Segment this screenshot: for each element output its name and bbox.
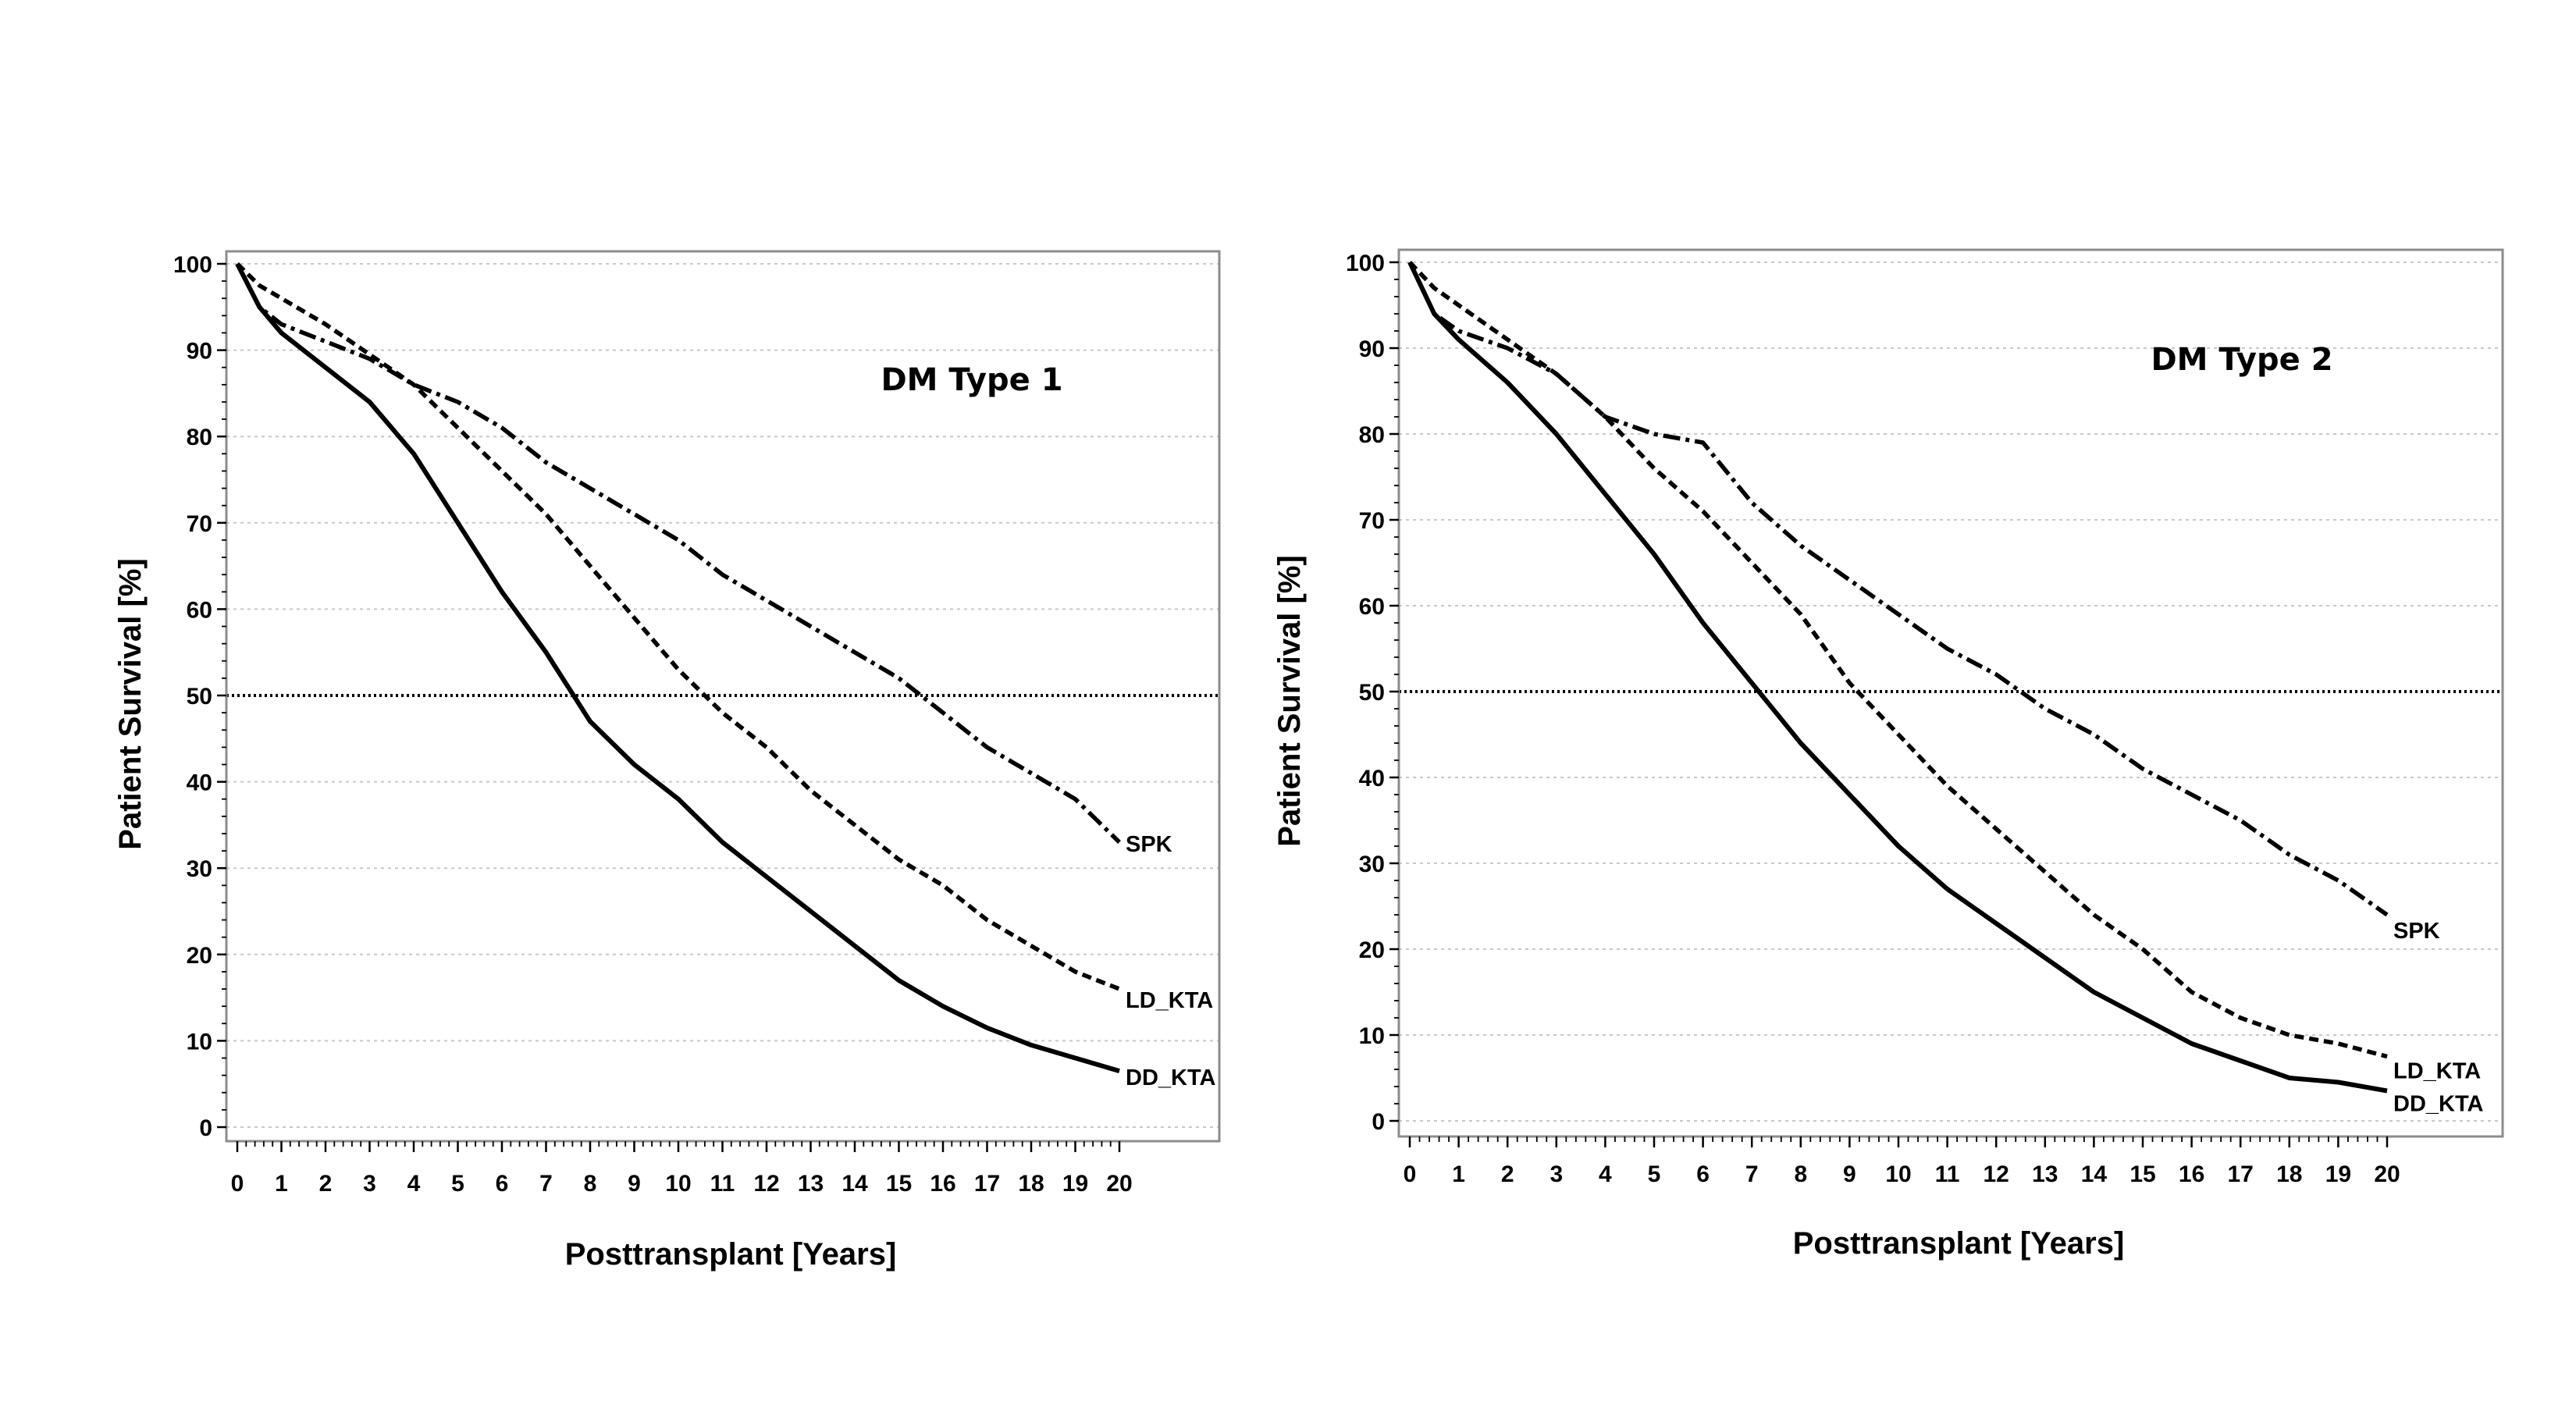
x-tick-label-17: 17 xyxy=(2228,1161,2254,1187)
y-tick-label-70: 70 xyxy=(1359,508,1385,534)
series-line-spk xyxy=(235,262,1121,844)
x-tick-label-19: 19 xyxy=(2325,1161,2351,1187)
x-tick-label-3: 3 xyxy=(363,1171,376,1197)
x-tick-label-3: 3 xyxy=(1550,1161,1563,1187)
y-tick-label-20: 20 xyxy=(1359,937,1385,963)
x-tick-label-2: 2 xyxy=(319,1171,333,1197)
x-tick-label-8: 8 xyxy=(1794,1161,1807,1187)
x-tick-label-14: 14 xyxy=(841,1171,868,1197)
x-tick-label-18: 18 xyxy=(1018,1171,1044,1197)
series-line-dd-kta xyxy=(235,262,1120,1073)
x-tick-label-7: 7 xyxy=(539,1171,553,1197)
series-line-ld-kta xyxy=(1408,261,2388,1059)
x-tick-label-7: 7 xyxy=(1745,1161,1759,1187)
plot-frame xyxy=(1397,248,2504,1138)
y-tick-label-50: 50 xyxy=(1359,680,1385,706)
y-tick-label-20: 20 xyxy=(187,943,212,969)
x-tick-label-9: 9 xyxy=(628,1171,641,1197)
y-tick-label-40: 40 xyxy=(1359,766,1385,791)
panel-title: DM Type 2 xyxy=(2151,342,2332,378)
x-tick-label-13: 13 xyxy=(2032,1161,2058,1187)
x-tick-label-11: 11 xyxy=(710,1171,735,1197)
x-tick-label-0: 0 xyxy=(231,1171,244,1197)
x-tick-label-20: 20 xyxy=(2374,1161,2400,1187)
y-tick-label-60: 60 xyxy=(187,597,212,623)
x-tick-label-0: 0 xyxy=(1404,1161,1417,1187)
y-tick-label-80: 80 xyxy=(1359,422,1385,448)
series-label-dd-kta: DD_KTA xyxy=(2393,1092,2484,1117)
x-tick-label-12: 12 xyxy=(753,1171,779,1197)
series-label-spk: SPK xyxy=(1126,832,1172,857)
y-tick-label-0: 0 xyxy=(1372,1109,1385,1135)
x-tick-label-10: 10 xyxy=(665,1171,691,1197)
y-tick-label-90: 90 xyxy=(1359,336,1385,362)
series-label-ld-kta: LD_KTA xyxy=(1126,988,1213,1013)
x-tick-label-6: 6 xyxy=(1696,1161,1710,1187)
x-tick-label-5: 5 xyxy=(1648,1161,1661,1187)
x-tick-label-16: 16 xyxy=(930,1171,955,1197)
x-axis-title: Posttransplant [Years] xyxy=(565,1237,897,1272)
x-tick-label-6: 6 xyxy=(496,1171,509,1197)
series-label-ld-kta: LD_KTA xyxy=(2393,1059,2481,1084)
x-tick-label-1: 1 xyxy=(275,1171,288,1197)
x-tick-label-11: 11 xyxy=(1935,1161,1960,1187)
x-axis-title: Posttransplant [Years] xyxy=(1793,1226,2125,1261)
x-tick-label-20: 20 xyxy=(1106,1171,1132,1197)
series-label-dd-kta: DD_KTA xyxy=(1126,1065,1216,1090)
x-tick-label-16: 16 xyxy=(2179,1161,2204,1187)
y-tick-label-30: 30 xyxy=(1359,852,1385,877)
x-tick-label-17: 17 xyxy=(974,1171,1000,1197)
y-tick-label-30: 30 xyxy=(187,856,212,882)
panel-title: DM Type 1 xyxy=(881,362,1062,398)
x-tick-label-19: 19 xyxy=(1062,1171,1088,1197)
x-tick-label-18: 18 xyxy=(2276,1161,2302,1187)
x-tick-label-4: 4 xyxy=(1599,1161,1612,1187)
y-axis-title: Patient Survival [%] xyxy=(113,558,148,849)
y-tick-label-100: 100 xyxy=(173,252,212,278)
x-tick-label-12: 12 xyxy=(1984,1161,2009,1187)
y-tick-label-10: 10 xyxy=(1359,1023,1385,1049)
y-tick-label-60: 60 xyxy=(1359,594,1385,620)
series-line-spk xyxy=(1407,261,2389,917)
x-tick-label-15: 15 xyxy=(2129,1161,2155,1187)
x-tick-label-14: 14 xyxy=(2081,1161,2108,1187)
x-tick-label-8: 8 xyxy=(584,1171,597,1197)
y-tick-label-0: 0 xyxy=(199,1115,212,1141)
series-label-spk: SPK xyxy=(2393,919,2440,944)
y-tick-label-80: 80 xyxy=(187,425,212,450)
y-tick-label-70: 70 xyxy=(187,511,212,537)
y-tick-label-100: 100 xyxy=(1346,251,1385,276)
x-tick-label-5: 5 xyxy=(451,1171,464,1197)
x-tick-label-10: 10 xyxy=(1885,1161,1911,1187)
x-tick-label-2: 2 xyxy=(1501,1161,1514,1187)
y-axis-title: Patient Survival [%] xyxy=(1272,555,1307,846)
series-line-dd-kta xyxy=(1407,261,2388,1094)
y-tick-label-10: 10 xyxy=(187,1029,212,1055)
x-tick-label-13: 13 xyxy=(798,1171,824,1197)
y-tick-label-90: 90 xyxy=(187,339,212,365)
x-tick-label-1: 1 xyxy=(1452,1161,1465,1187)
x-tick-label-9: 9 xyxy=(1843,1161,1856,1187)
series-line-ld-kta xyxy=(236,262,1121,991)
y-tick-label-50: 50 xyxy=(187,684,212,710)
y-tick-label-40: 40 xyxy=(187,770,212,796)
x-tick-label-15: 15 xyxy=(886,1171,912,1197)
x-tick-label-4: 4 xyxy=(407,1171,421,1197)
